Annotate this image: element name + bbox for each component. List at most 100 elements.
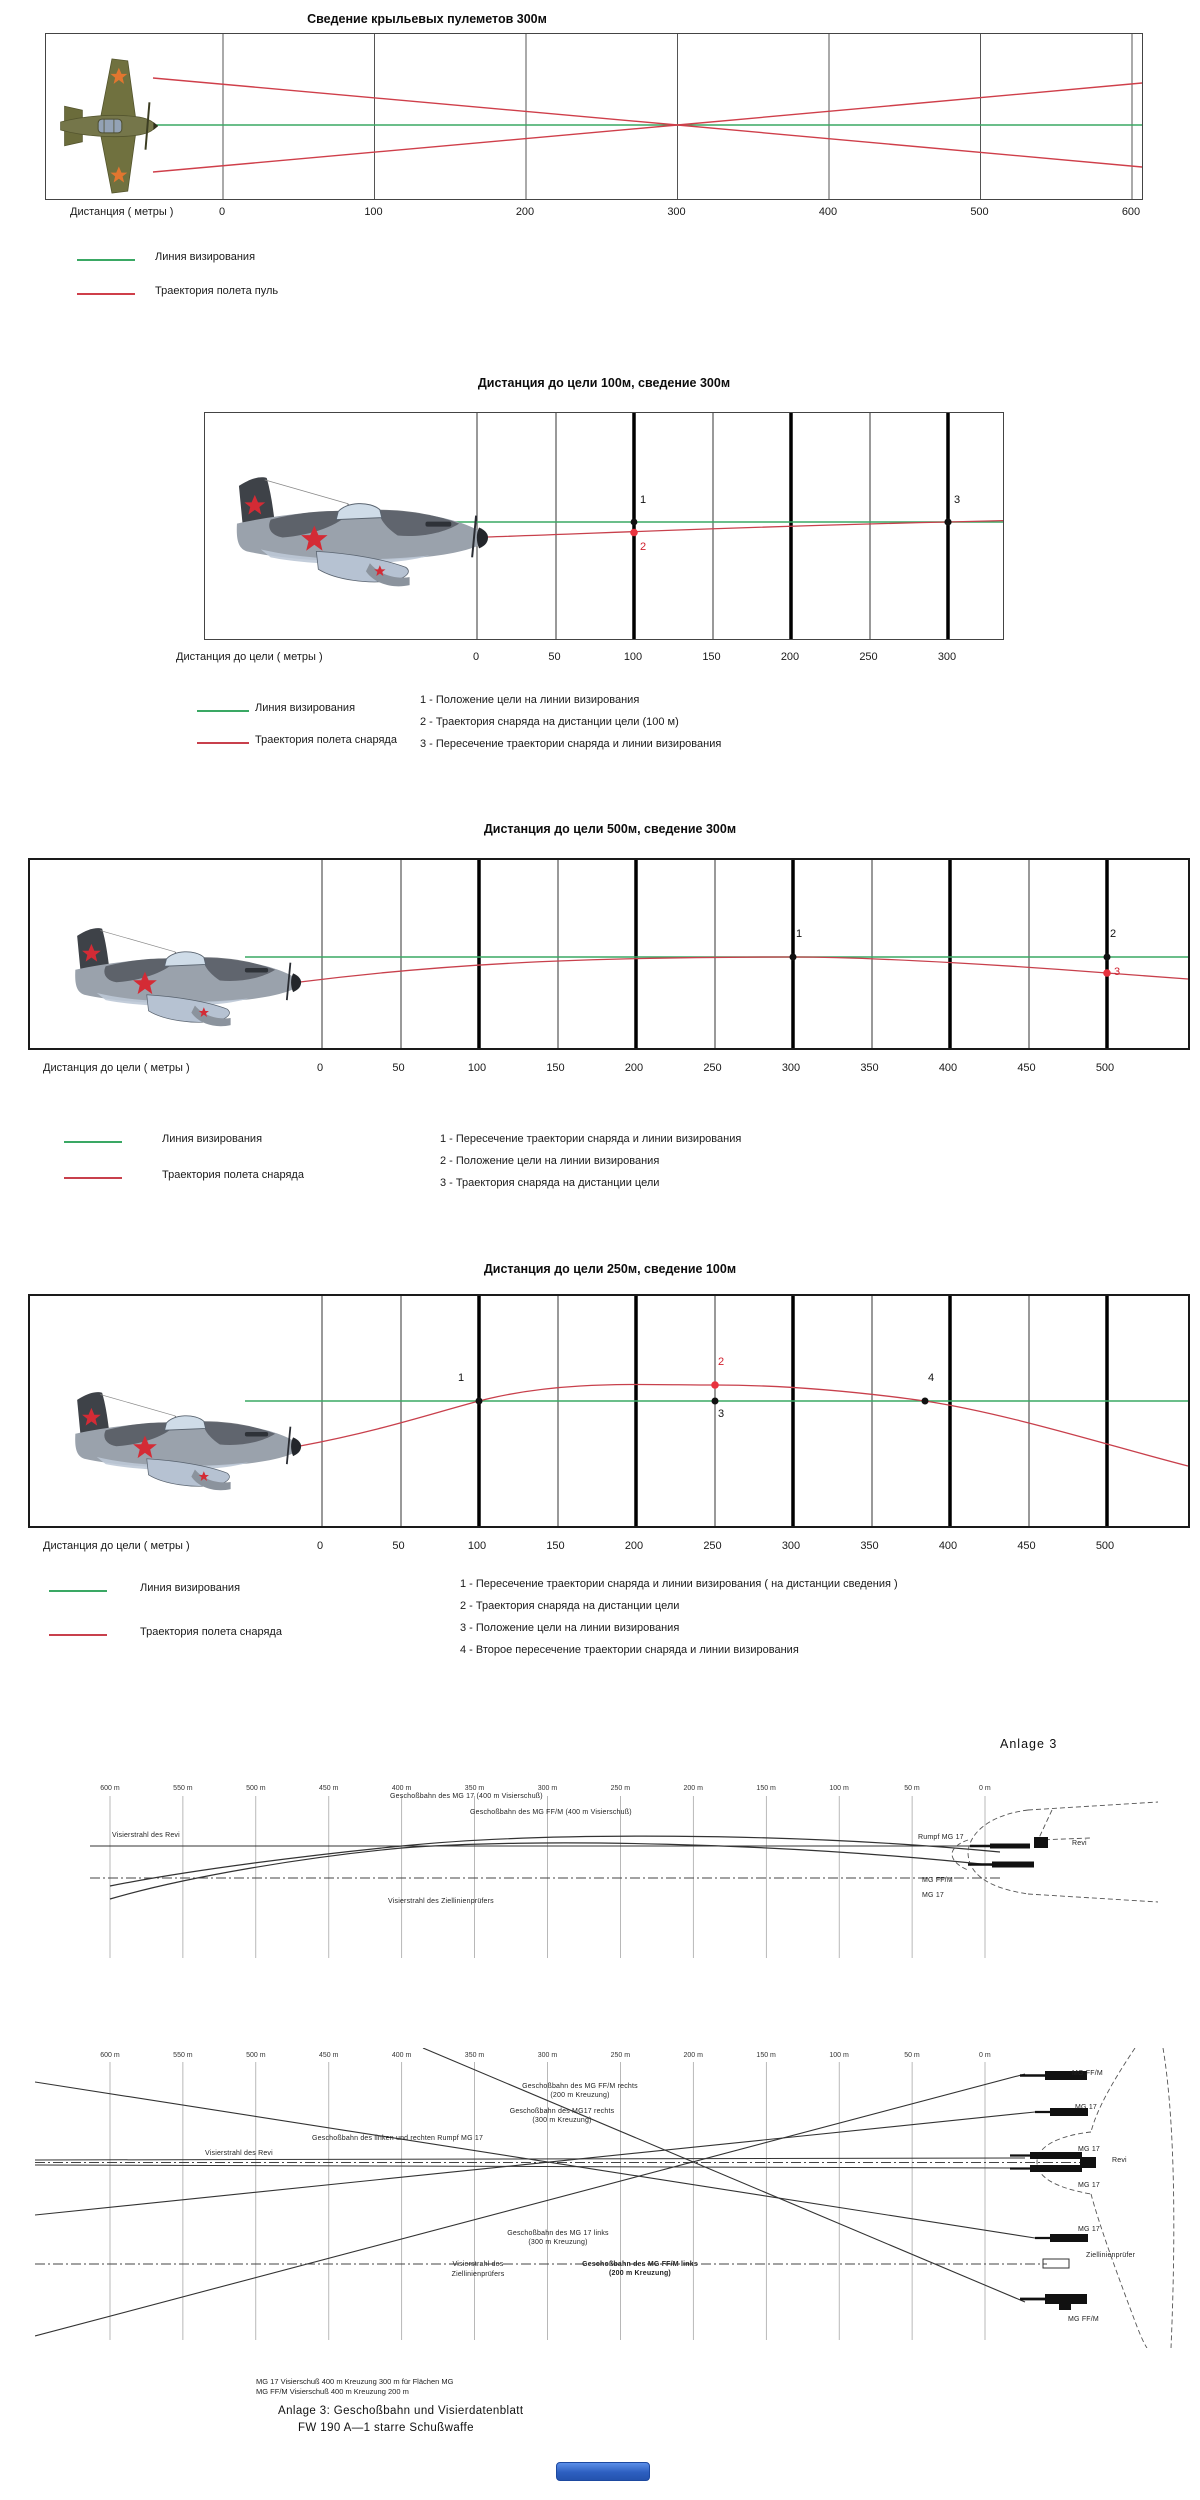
tick-label: 100 bbox=[467, 1540, 487, 1552]
guns-side bbox=[968, 1837, 1048, 1868]
panel3-marker-2: 2 bbox=[1110, 928, 1117, 940]
tick-label: 300 bbox=[937, 651, 957, 663]
panel1-axis-label: Дистанция ( метры ) bbox=[70, 206, 174, 218]
panel4-marker-2: 2 bbox=[718, 1356, 725, 1368]
legend-traj-swatch bbox=[197, 742, 249, 744]
tick-label: 200 bbox=[624, 1062, 644, 1074]
guns-plan bbox=[1010, 2071, 1096, 2310]
tick-label: 100 bbox=[364, 206, 383, 218]
aircraft-side-view bbox=[75, 928, 301, 1026]
legend-sight-swatch bbox=[49, 1590, 107, 1592]
panel1-title: Сведение крыльевых пулеметов 300м bbox=[307, 12, 547, 26]
aircraft-top-view bbox=[61, 59, 159, 193]
tick-label: 350 m bbox=[464, 2052, 485, 2059]
tick-label: 0 m bbox=[979, 2052, 991, 2059]
panel4-marker-3: 3 bbox=[718, 1408, 725, 1420]
legend-sight-label: Линия визирования bbox=[162, 1133, 263, 1145]
tick-label: 250 bbox=[859, 651, 878, 663]
panel3-svg bbox=[30, 860, 1188, 1048]
panel4-svg bbox=[30, 1296, 1188, 1526]
panel4-axis-ticks: 0 50 100 150 200 250 300 350 400 450 500 bbox=[300, 1540, 1125, 1552]
panel4-axis-label: Дистанция до цели ( метры ) bbox=[43, 1540, 190, 1552]
label-gun-ffm-top: MG FF/M bbox=[1072, 2070, 1103, 2077]
panel4-marker-4: 4 bbox=[928, 1372, 935, 1384]
panel2-marker-1: 1 bbox=[640, 494, 647, 506]
tick-label: 0 bbox=[218, 206, 226, 218]
tick-label: 600 m bbox=[100, 1785, 120, 1792]
grid bbox=[109, 1796, 986, 1958]
tick-label: 500 bbox=[970, 206, 989, 218]
label-mgffm: MG FF/M bbox=[922, 1877, 953, 1884]
panel1-plot bbox=[45, 33, 1143, 200]
caption-line-1: MG 17 Visierschuß 400 m Kreuzung 300 m f… bbox=[256, 2377, 454, 2386]
tick-label: 300 bbox=[781, 1062, 801, 1074]
legend-sight-swatch bbox=[77, 259, 135, 261]
panel2-grid-thin bbox=[476, 413, 871, 639]
tick-label: 200 bbox=[624, 1540, 644, 1552]
panel1-gridlines bbox=[222, 34, 1133, 199]
marker-dot-3 bbox=[944, 518, 952, 526]
tick-label: 150 bbox=[546, 1540, 565, 1552]
label-gun-mg17-fus-bot: MG 17 bbox=[1078, 2182, 1101, 2189]
tick-label: 500 m bbox=[246, 1785, 266, 1792]
mg17-trajectory bbox=[109, 1835, 1001, 1887]
tick-label: 0 m bbox=[979, 1785, 991, 1792]
tick-label: 100 m bbox=[829, 1785, 849, 1792]
label-rumpf-beide: Geschoßbahn des linken und rechten Rumpf… bbox=[312, 2135, 484, 2142]
caption-line-2: MG FF/M Visierschuß 400 m Kreuzung 200 m bbox=[256, 2387, 409, 2396]
label-mg17-links-2: (300 m Kreuzung) bbox=[528, 2239, 588, 2246]
panel3-note-2: 2 - Положение цели на линии визирования bbox=[440, 1155, 660, 1167]
tick-label: 250 m bbox=[610, 1785, 631, 1792]
tick-label: 200 m bbox=[683, 1785, 703, 1792]
legend-traj-swatch bbox=[77, 293, 135, 295]
tick-label: 150 m bbox=[756, 1785, 776, 1792]
tick-label: 200 bbox=[780, 651, 800, 663]
legend-sight-swatch bbox=[64, 1141, 122, 1143]
panel2-plot bbox=[204, 412, 1004, 640]
tick-label: 50 bbox=[392, 1062, 405, 1074]
panel4-note-3: 3 - Положение цели на линии визирования bbox=[460, 1622, 680, 1634]
tick-label: 350 m bbox=[464, 1785, 485, 1792]
legend-traj-label: Траектория полета снаряда bbox=[140, 1626, 282, 1638]
label-mg17-rechts-2: (300 m Kreuzung) bbox=[532, 2117, 592, 2124]
tick-label: 400 m bbox=[391, 2052, 412, 2059]
tick-label: 50 m bbox=[904, 1785, 920, 1792]
label-mg17-trajectory: Geschoßbahn des MG 17 (400 m Visierschuß… bbox=[390, 1793, 543, 1800]
panel4-plot bbox=[28, 1294, 1190, 1528]
tick-label: 550 m bbox=[173, 1785, 193, 1792]
tick-label: 300 bbox=[667, 206, 686, 218]
label-mgffm-trajectory: Geschoßbahn des MG FF/M (400 m Visiersch… bbox=[470, 1809, 632, 1816]
german-top-diagram bbox=[90, 1796, 1159, 1958]
label-ffm-links-2: (200 m Kreuzung) bbox=[609, 2270, 671, 2277]
label-gun-ffm-bot: MG FF/M bbox=[1068, 2316, 1099, 2323]
wing-gun-trajectories bbox=[35, 2048, 1036, 2337]
label-ffm-rechts-2: (200 m Kreuzung) bbox=[550, 2092, 610, 2099]
tick-label: 300 bbox=[781, 1540, 801, 1552]
tick-label: 600 bbox=[1121, 206, 1141, 218]
tick-label: 350 bbox=[860, 1062, 879, 1074]
legend-sight-label: Линия визирования bbox=[155, 251, 256, 263]
panel3-plot bbox=[28, 858, 1190, 1050]
panel4-title: Дистанция до цели 250м, сведение 100м bbox=[483, 1262, 737, 1276]
german-top-scale: 600 m 550 m 500 m 450 m 400 m 350 m 300 m 250 m… bbox=[93, 1785, 1002, 1792]
legend-traj-swatch bbox=[64, 1177, 122, 1179]
panel4-note-4: 4 - Второе пересечение траектории снаряд… bbox=[460, 1644, 799, 1656]
marker-dot-3 bbox=[711, 1397, 719, 1405]
tick-label: 500 m bbox=[246, 2052, 266, 2059]
panel4-grid-thin bbox=[321, 1296, 1030, 1526]
legend-traj-label: Траектория полета снаряда bbox=[162, 1169, 304, 1181]
label-vis-pruefer: Visierstrahl des bbox=[452, 2261, 504, 2268]
panel4-grid-thick bbox=[477, 1296, 1109, 1526]
marker-dot-3 bbox=[1103, 969, 1111, 977]
label-revi: Revi bbox=[1072, 1840, 1087, 1847]
legend-traj-label: Траектория полета снаряда bbox=[255, 734, 397, 746]
grid bbox=[109, 2062, 986, 2340]
tick-label: 450 bbox=[1017, 1540, 1036, 1552]
anlage-heading: Anlage 3 bbox=[1000, 1737, 1058, 1751]
label-ffm-rechts: Geschoßbahn des MG FF/M rechts bbox=[522, 2083, 638, 2090]
panel4-note-2: 2 - Траектория снаряда на дистанции цели bbox=[460, 1600, 680, 1612]
marker-dot-1 bbox=[630, 518, 638, 526]
blue-badge bbox=[556, 2462, 650, 2481]
label-mg17-links: Geschoßbahn des MG 17 links bbox=[507, 2230, 609, 2237]
tick-label: 150 bbox=[702, 651, 721, 663]
